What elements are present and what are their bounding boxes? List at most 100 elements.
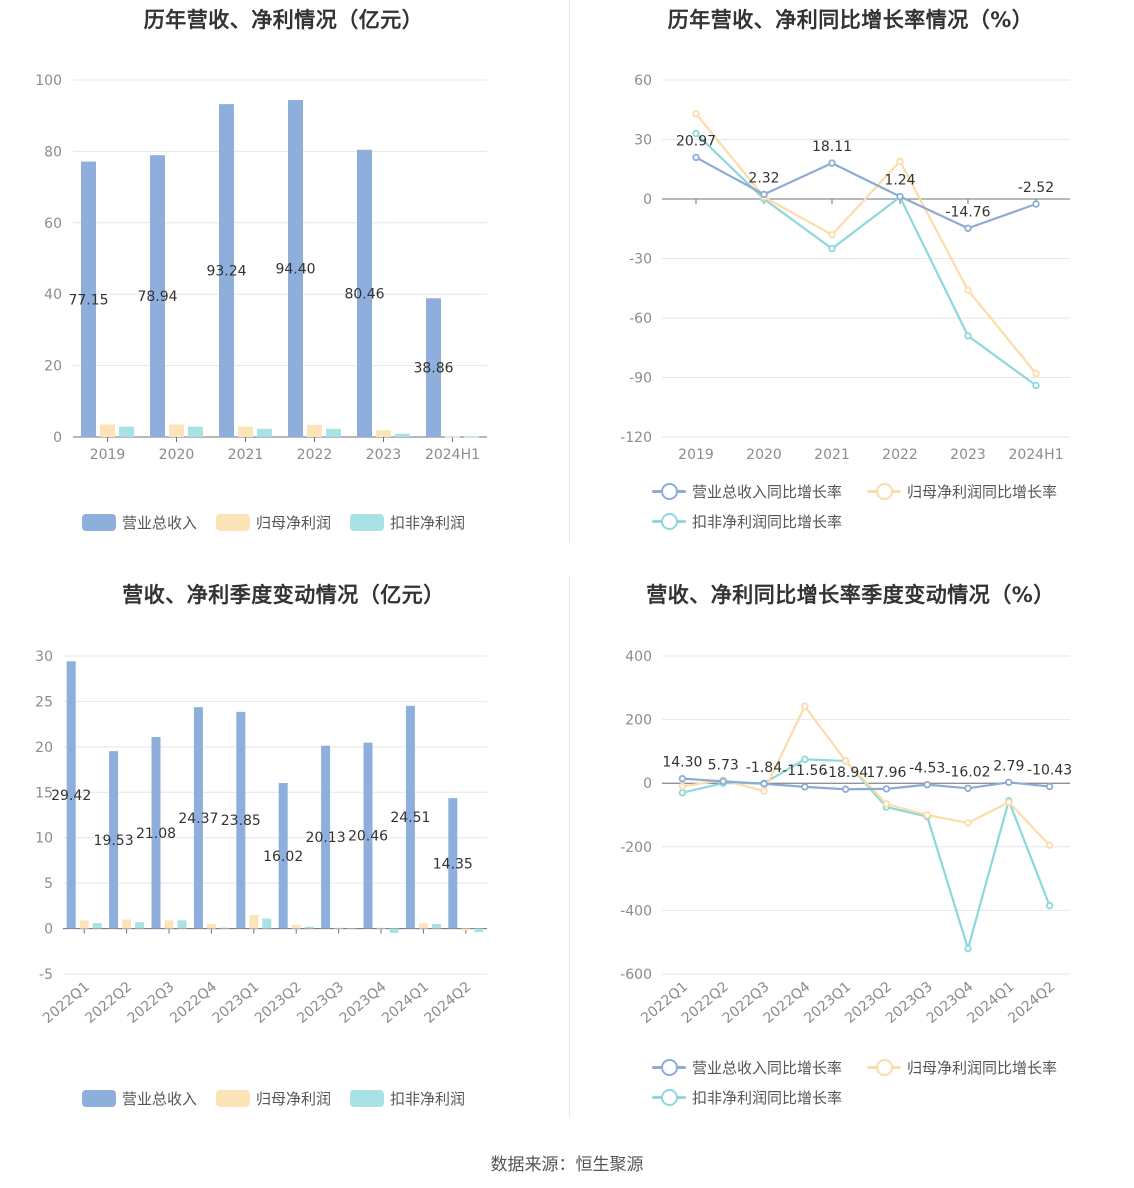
series-line-net-growth <box>695 113 1037 375</box>
data-point-revenue-growth <box>1005 778 1013 787</box>
bar-revenue <box>357 149 372 437</box>
bar-deducted-profit <box>395 433 410 437</box>
legend-item-net-growth[interactable]: 归母净利润同比增长率 <box>867 481 1057 502</box>
bar-deducted-profit <box>257 428 272 437</box>
x-tick-label: 2020 <box>746 447 782 463</box>
bar-revenue <box>81 161 96 437</box>
legend-item-deducted-profit[interactable]: 扣非净利润 <box>350 512 465 533</box>
data-point-revenue-growth <box>1032 200 1040 208</box>
data-point-net-growth <box>923 811 931 819</box>
bar-value-label: 23.85 <box>221 813 261 829</box>
legend-item-net-profit[interactable]: 归母净利润 <box>216 512 331 533</box>
bar-net-profit <box>79 920 89 929</box>
y-tick-label: -120 <box>620 430 652 446</box>
bar-value-label: 14.35 <box>433 856 473 872</box>
bar-deducted-profit <box>135 922 145 929</box>
quarterly-growth-panel: 营收、净利同比增长率季度变动情况（%） -600 -400 -200 0 200 400 2… <box>567 575 1134 1150</box>
data-point-deducted-growth <box>828 244 836 253</box>
legend-item-revenue-growth[interactable]: 营业总收入同比增长率 <box>652 1057 842 1078</box>
bar-net-profit <box>334 927 344 929</box>
y-tick-label: 60 <box>44 216 62 232</box>
bar-value-label: 78.94 <box>137 289 177 305</box>
legend-label: 扣非净利润同比增长率 <box>692 1089 843 1107</box>
data-point-revenue-growth <box>760 190 768 199</box>
y-tick-label: 60 <box>634 73 652 89</box>
series-line-net-growth <box>682 705 1051 846</box>
data-point-net-growth <box>896 157 904 166</box>
bar-revenue <box>236 711 246 929</box>
x-tick-label: 2023 <box>366 447 402 463</box>
bar-deducted-profit <box>464 436 479 438</box>
data-point-net-growth <box>964 819 972 827</box>
legend-label: 营业总收入同比增长率 <box>692 1059 843 1077</box>
x-tick-label: 2022Q4 <box>167 979 220 1027</box>
bar-revenue <box>278 783 288 929</box>
data-point-revenue-growth <box>692 153 700 162</box>
divider-bottom <box>569 575 570 1117</box>
annual-revenue-profit-panel: 历年营收、净利情况（亿元） 0 20 40 60 80 100 2019 2020 2021 20… <box>0 0 567 575</box>
x-tick-label: 2019 <box>678 447 714 463</box>
point-value-label: 2.32 <box>748 170 779 186</box>
x-tick-label: 2024Q2 <box>1005 979 1058 1027</box>
legend-item-deducted-growth[interactable]: 扣非净利润同比增长率 <box>652 511 842 532</box>
panel-title: 历年营收、净利情况（亿元） <box>143 8 424 32</box>
y-tick-label: 0 <box>53 430 62 446</box>
bar-value-label: 94.40 <box>275 261 315 277</box>
panel-title: 历年营收、净利同比增长率情况（%） <box>667 8 1034 32</box>
x-tick-label: 2023Q4 <box>337 979 390 1027</box>
legend-swatch-revenue <box>82 1090 116 1107</box>
data-point-net-growth <box>841 757 850 765</box>
legend-item-deducted-growth[interactable]: 扣非净利润同比增长率 <box>652 1087 842 1108</box>
data-point-revenue-growth <box>923 780 931 789</box>
bar-value-label: 24.37 <box>178 811 218 827</box>
legend-swatch-deducted-profit <box>350 514 384 531</box>
y-tick-label: -60 <box>629 311 652 327</box>
bar-net-profit <box>418 923 428 929</box>
y-tick-label: 5 <box>44 876 53 892</box>
bar-net-profit <box>249 914 259 929</box>
y-tick-label: 0 <box>44 922 53 938</box>
x-tick-label: 2022Q1 <box>40 979 93 1027</box>
quarterly-revenue-profit-panel: 营收、净利季度变动情况（亿元） -5 0 5 10 15 20 25 30 2022Q1 2022… <box>0 575 567 1150</box>
x-tick-label: 2024Q2 <box>422 979 475 1027</box>
bar-net-profit <box>445 436 460 438</box>
bar-revenue <box>66 661 76 929</box>
y-tick-label: -400 <box>620 903 652 919</box>
legend-label: 营业总收入同比增长率 <box>692 483 843 501</box>
data-point-net-growth <box>964 286 972 294</box>
point-value-label: 2.79 <box>993 758 1024 774</box>
annual-bar-chart: 0 20 40 60 80 100 2019 2020 2021 2022 2023 2024H1 77… <box>35 73 487 463</box>
x-tick-label: 2023Q2 <box>252 979 305 1027</box>
bar-deducted-profit <box>119 426 134 437</box>
divider-top <box>569 0 570 542</box>
x-tick-label: 2024Q1 <box>379 979 432 1027</box>
y-tick-label: -90 <box>629 371 652 387</box>
y-tick-label: 200 <box>625 713 652 729</box>
point-value-label: 17.96 <box>866 765 906 781</box>
legend-item-net-profit[interactable]: 归母净利润 <box>216 1088 331 1109</box>
legend-label: 归母净利润 <box>256 1090 332 1108</box>
x-tick-label: 2019 <box>90 447 126 463</box>
legend-line-icon <box>867 483 901 500</box>
legend-item-revenue-growth[interactable]: 营业总收入同比增长率 <box>652 481 842 502</box>
legend-item-revenue[interactable]: 营业总收入 <box>82 1088 197 1109</box>
bar-value-label: 38.86 <box>413 361 453 377</box>
panel-title: 营收、净利同比增长率季度变动情况（%） <box>646 583 1055 607</box>
x-tick-label: 2023Q1 <box>210 979 263 1027</box>
bar-deducted-profit <box>262 918 272 929</box>
data-point-revenue-growth <box>1045 782 1054 791</box>
bar-net-profit <box>206 924 216 929</box>
bar-deducted-profit <box>474 928 484 933</box>
legend-item-revenue[interactable]: 营业总收入 <box>82 512 197 533</box>
data-point-net-growth <box>1045 841 1054 849</box>
legend-item-net-growth[interactable]: 归母净利润同比增长率 <box>867 1057 1057 1078</box>
bar-value-label: 19.53 <box>94 833 134 849</box>
point-value-label: -1.84 <box>746 760 782 776</box>
legend-label: 扣非净利润 <box>390 1090 466 1108</box>
bar-value-label: 20.13 <box>306 830 346 846</box>
legend-label: 扣非净利润 <box>390 514 466 532</box>
data-point-net-growth <box>692 110 700 118</box>
legend-item-deducted-profit[interactable]: 扣非净利润 <box>350 1088 465 1109</box>
point-value-label: -2.52 <box>1018 180 1054 196</box>
bar-net-profit <box>122 919 132 929</box>
